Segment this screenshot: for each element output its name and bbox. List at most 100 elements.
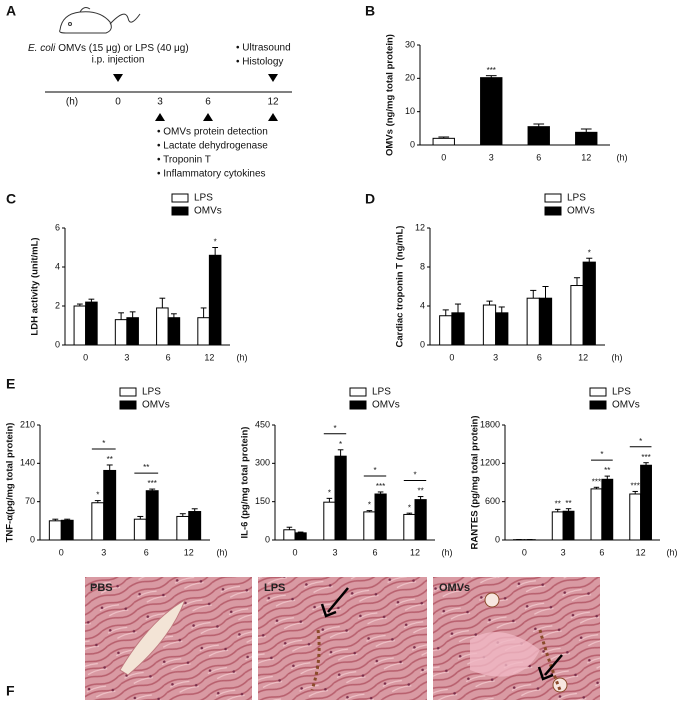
bracket-label: * — [600, 450, 603, 459]
error-bar — [377, 491, 384, 494]
histology-image: LPS — [258, 577, 427, 700]
legend-swatch — [119, 400, 137, 410]
y-axis-label: LDH activity (unit/mL) — [30, 237, 41, 335]
legend-swatch — [589, 400, 607, 410]
bar — [527, 126, 550, 146]
x-axis-label: (h) — [667, 547, 678, 557]
bar — [414, 499, 427, 541]
bar — [114, 319, 128, 346]
legend-label: LPS — [142, 387, 161, 398]
legend-label: LPS — [194, 193, 213, 204]
bracket-label: ** — [143, 463, 149, 472]
bracket-label: * — [413, 471, 416, 480]
significance: ** — [555, 499, 561, 508]
significance: ** — [107, 455, 113, 464]
error-bar — [406, 512, 413, 515]
legend-swatch — [171, 206, 189, 216]
bar — [133, 518, 147, 541]
legend-label: OMVs — [142, 400, 170, 411]
bar — [439, 315, 453, 346]
error-bar — [149, 488, 156, 491]
error-bar — [159, 297, 166, 308]
panel-label: C — [6, 191, 16, 207]
error-bar — [137, 515, 144, 520]
bar — [167, 317, 181, 346]
bar — [323, 501, 336, 541]
error-bar — [586, 257, 593, 263]
x-tick-label: 3 — [332, 547, 337, 557]
significance: *** — [376, 482, 385, 491]
significance: * — [588, 248, 591, 257]
significance: ** — [417, 487, 423, 496]
histology-image: PBS — [85, 577, 252, 700]
y-tick-label: 1800 — [480, 419, 500, 429]
bracket-label: * — [639, 437, 642, 446]
error-bar — [171, 313, 177, 318]
error-bar — [118, 312, 124, 320]
route: i.p. injection — [92, 55, 145, 66]
bar — [590, 488, 603, 541]
bar — [103, 469, 117, 541]
bar — [526, 297, 540, 346]
significance: * — [96, 491, 99, 500]
bar — [188, 511, 202, 541]
error-bar — [297, 531, 304, 533]
error-bar — [485, 75, 497, 78]
error-bar — [129, 311, 136, 318]
error-bar — [632, 490, 638, 494]
bar — [145, 490, 159, 541]
error-bar — [286, 526, 293, 530]
panel-label: B — [365, 3, 375, 19]
y-tick-label: 210 — [20, 419, 35, 429]
error-bar — [52, 518, 59, 521]
x-tick-label: 6 — [599, 547, 604, 557]
time-unit: (h) — [66, 97, 78, 108]
bar — [283, 529, 296, 541]
bracket-label: * — [373, 466, 376, 475]
error-bar — [554, 508, 561, 512]
error-bar — [94, 500, 101, 503]
timepoint: 3 — [157, 97, 163, 108]
bar — [334, 455, 347, 541]
timepoint: 6 — [205, 97, 211, 108]
x-tick-label: 3 — [493, 352, 498, 362]
significance: *** — [592, 477, 601, 486]
significance: * — [214, 238, 217, 247]
significance: *** — [148, 479, 157, 488]
bar — [48, 520, 62, 541]
bar — [156, 307, 169, 346]
y-tick-label: 6 — [55, 222, 60, 232]
error-bar — [106, 464, 113, 471]
error-bar — [530, 289, 537, 299]
image-label: LPS — [264, 582, 285, 594]
error-bar — [442, 309, 449, 316]
x-tick-label: 3 — [489, 152, 494, 162]
error-bar — [498, 306, 505, 313]
significance: *** — [641, 453, 650, 462]
y-tick-label: 2 — [55, 300, 60, 310]
y-tick-label: 0 — [265, 534, 270, 544]
y-tick-label: 0 — [410, 139, 415, 149]
y-tick-label: 30 — [405, 39, 415, 49]
error-bar — [76, 303, 83, 306]
y-axis-label: IL-6 (pg/mg total protein) — [240, 427, 251, 539]
arrowhead — [113, 74, 278, 82]
timepoint: 0 — [115, 97, 121, 108]
bar — [126, 317, 139, 346]
error-bar — [593, 486, 600, 489]
legend-label: OMVs — [194, 206, 222, 217]
x-tick-label: 0 — [522, 547, 527, 557]
y-tick-label: 150 — [255, 496, 270, 506]
y-tick-label: 0 — [55, 339, 60, 349]
panel-label: D — [365, 191, 375, 207]
error-bar — [417, 496, 424, 500]
x-tick-label: 6 — [144, 547, 149, 557]
y-tick-label: 70 — [25, 496, 35, 506]
legend-label: LPS — [567, 193, 586, 204]
bar — [482, 304, 497, 346]
x-axis-label: (h) — [612, 352, 623, 362]
error-bar — [573, 277, 581, 286]
error-bar — [486, 300, 493, 306]
panel-label: A — [6, 3, 16, 19]
error-bar — [179, 513, 186, 517]
